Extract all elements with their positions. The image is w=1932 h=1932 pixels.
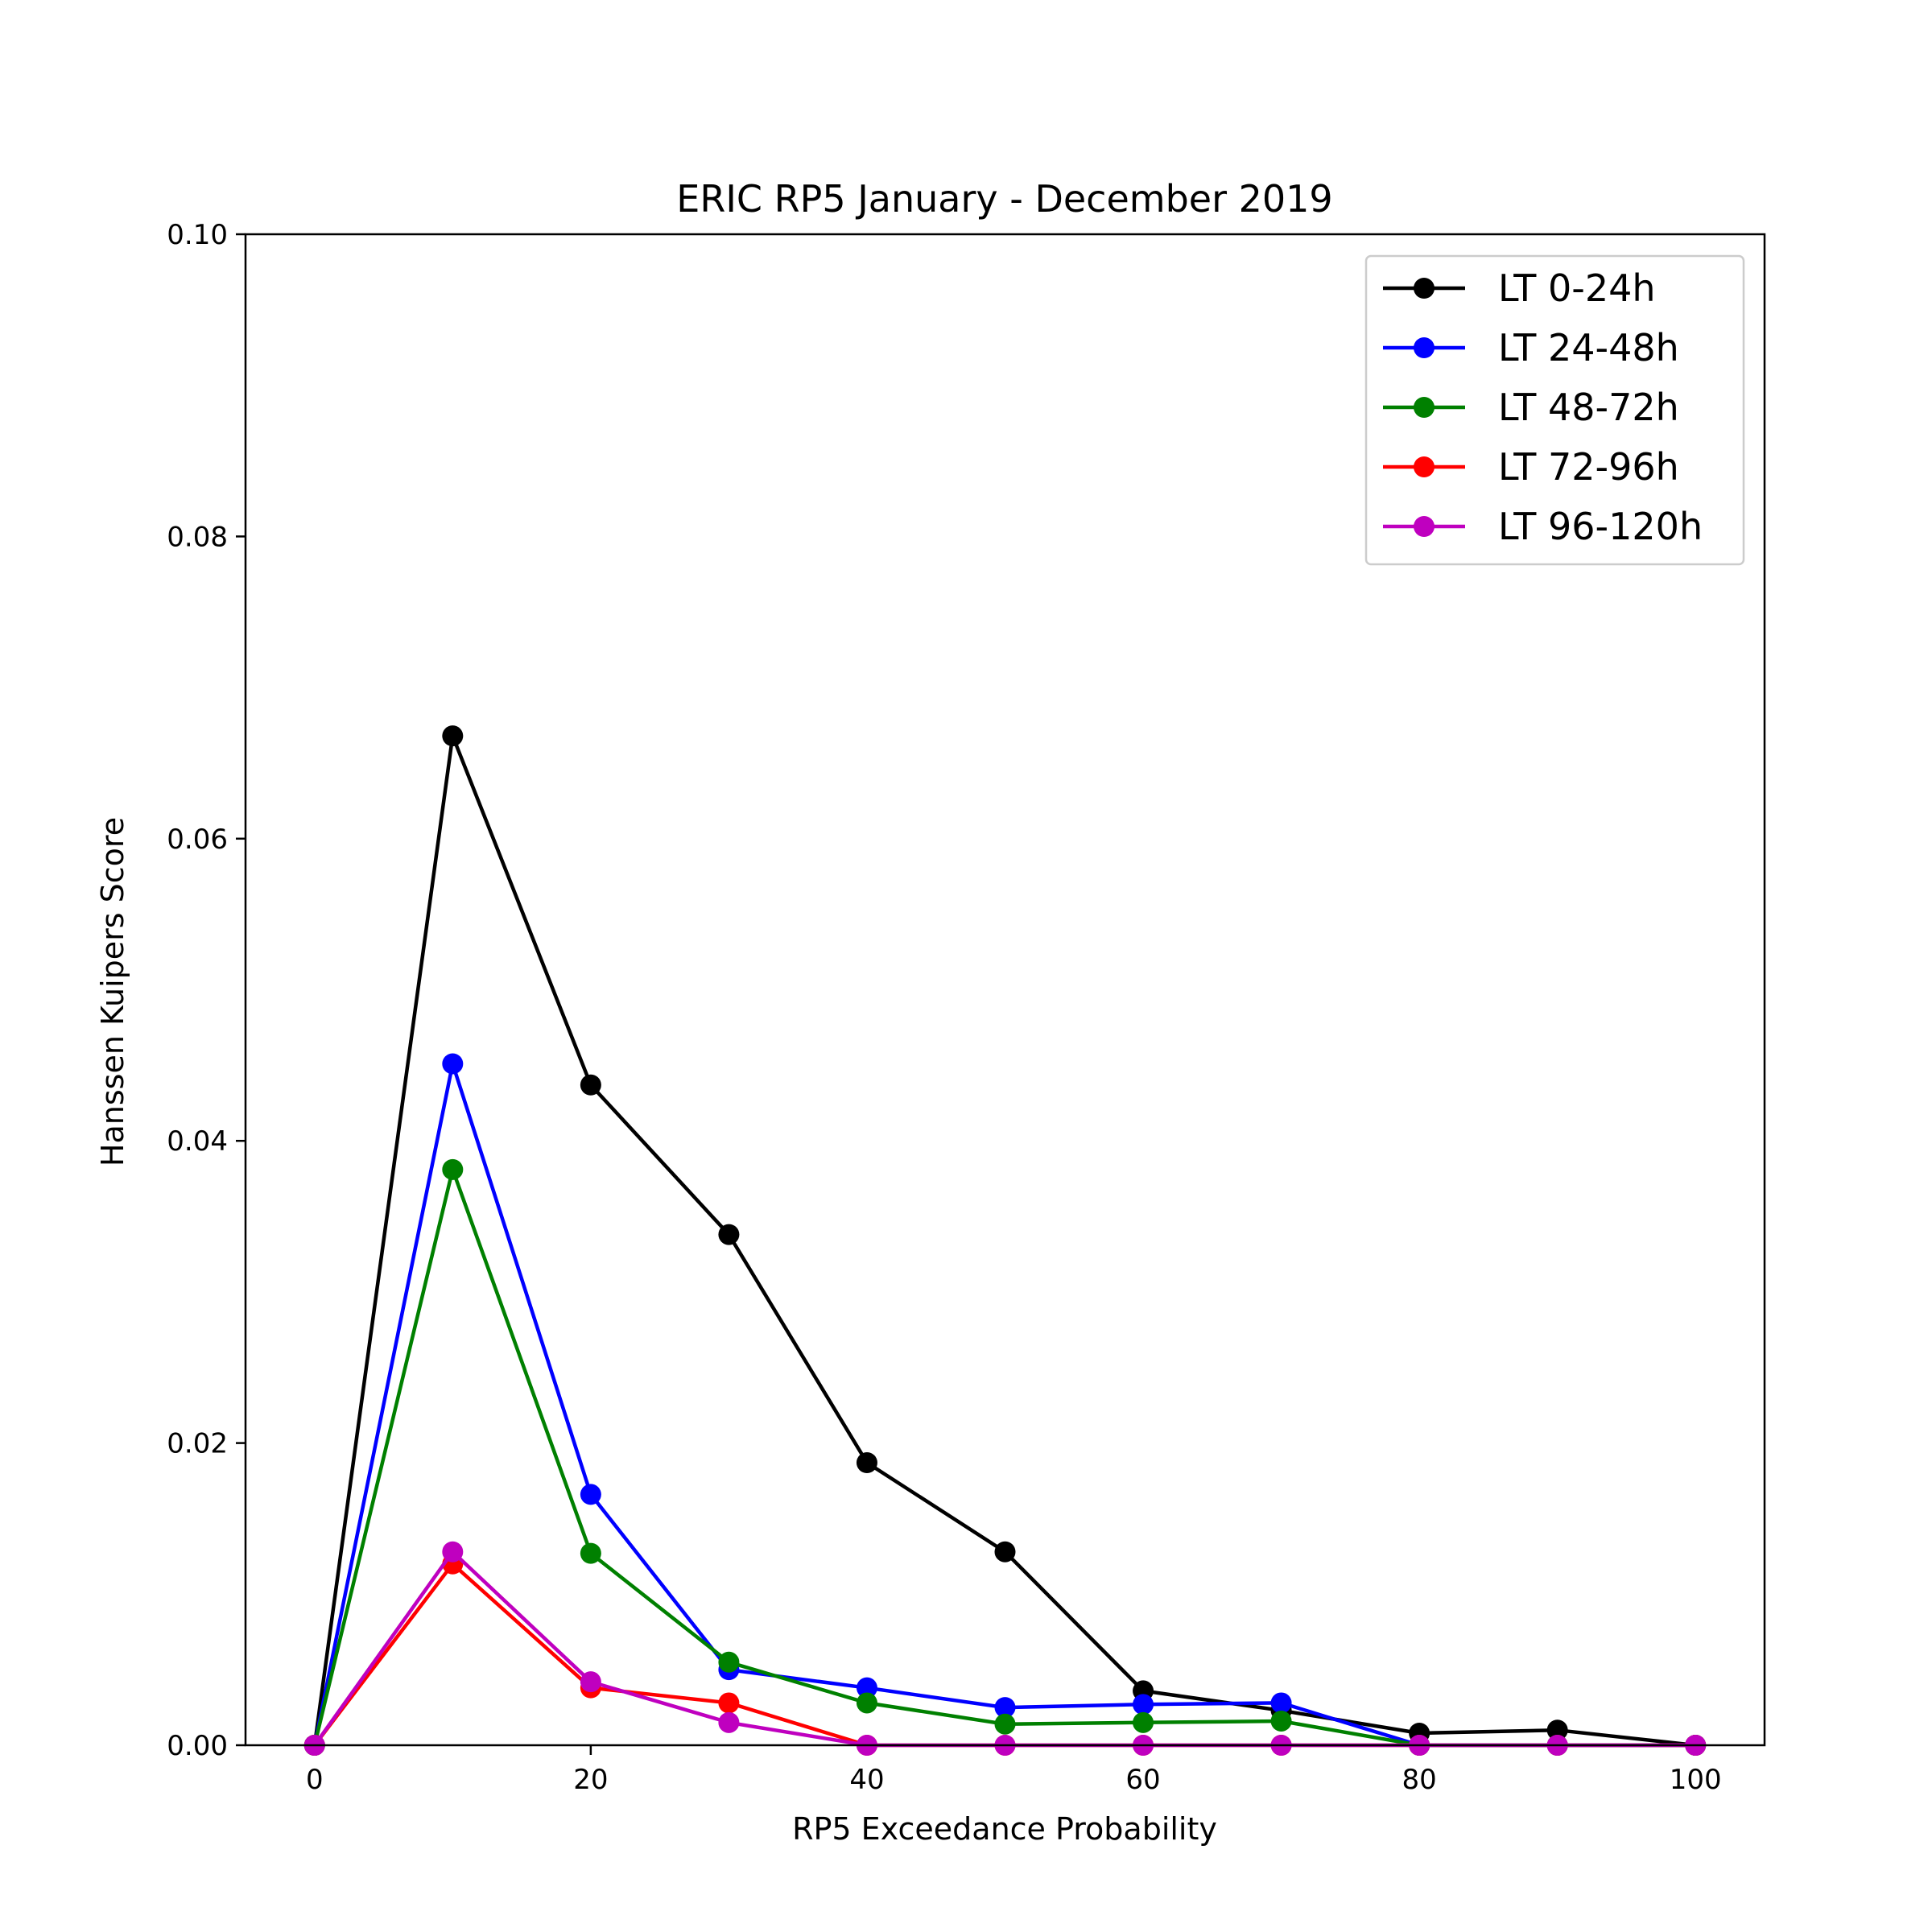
legend: LT 0-24h LT 24-48h LT 48-72h LT 72-96h LT 96… — [1364, 254, 1745, 566]
data-point — [994, 1541, 1016, 1563]
data-point — [580, 1074, 601, 1096]
x-tick-label: 20 — [573, 1764, 608, 1796]
x-tick-label: 80 — [1402, 1764, 1437, 1796]
legend-item: LT 48-72h — [1383, 386, 1679, 429]
legend-item: LT 0-24h — [1383, 266, 1656, 310]
x-tick-label: 0 — [306, 1764, 324, 1796]
plot-frame — [244, 233, 1766, 1747]
chart-title: ERIC RP5 January - December 2019 — [676, 177, 1332, 221]
legend-marker — [1414, 397, 1435, 418]
legend-box — [1364, 254, 1745, 566]
data-point — [994, 1713, 1016, 1735]
legend-label: LT 24-48h — [1498, 326, 1679, 369]
legend-marker — [1414, 337, 1435, 358]
legend-marker — [1414, 516, 1435, 537]
y-tick-label: 0.06 — [167, 824, 228, 856]
legend-label: LT 0-24h — [1498, 266, 1656, 310]
data-point — [718, 1651, 740, 1673]
x-tick-label: 100 — [1670, 1764, 1722, 1796]
data-point — [856, 1692, 877, 1714]
y-tick-label: 0.10 — [167, 219, 228, 251]
data-point — [1546, 1719, 1568, 1741]
data-point — [718, 1224, 740, 1245]
y-tick-label: 0.02 — [167, 1428, 228, 1460]
data-point — [580, 1542, 601, 1564]
x-axis-label: RP5 Exceedance Probability — [792, 1811, 1217, 1847]
data-point — [856, 1452, 877, 1474]
legend-marker — [1414, 278, 1435, 299]
y-tick-label: 0.00 — [167, 1730, 228, 1762]
legend-item: LT 96-120h — [1383, 505, 1703, 548]
data-point — [442, 1158, 464, 1180]
legend-label: LT 96-120h — [1498, 505, 1703, 548]
legend-label: LT 48-72h — [1498, 386, 1679, 429]
data-point — [442, 1541, 464, 1563]
data-point — [1133, 1694, 1154, 1715]
legend-item: LT 72-96h — [1383, 445, 1679, 489]
x-tick-label: 60 — [1125, 1764, 1160, 1796]
ticks-layer: 0 20 40 60 80 100 0.00 0.02 0.04 0.06 0.08 0.10 — [167, 219, 1721, 1796]
data-point — [442, 1053, 464, 1075]
data-point — [856, 1677, 877, 1699]
y-tick-label: 0.04 — [167, 1125, 228, 1158]
data-point — [580, 1484, 601, 1505]
x-tick-label: 40 — [849, 1764, 884, 1796]
data-point — [1270, 1692, 1292, 1714]
data-point — [442, 725, 464, 747]
data-point — [580, 1671, 601, 1693]
data-point — [994, 1697, 1016, 1719]
y-tick-label: 0.08 — [167, 521, 228, 553]
legend-marker — [1414, 456, 1435, 477]
legend-item: LT 24-48h — [1383, 326, 1679, 369]
y-axis-label: Hanssen Kuipers Score — [95, 817, 130, 1166]
legend-label: LT 72-96h — [1498, 445, 1679, 489]
data-point — [718, 1692, 740, 1714]
data-point — [1270, 1710, 1292, 1732]
data-point — [1133, 1711, 1154, 1733]
data-point — [718, 1711, 740, 1733]
